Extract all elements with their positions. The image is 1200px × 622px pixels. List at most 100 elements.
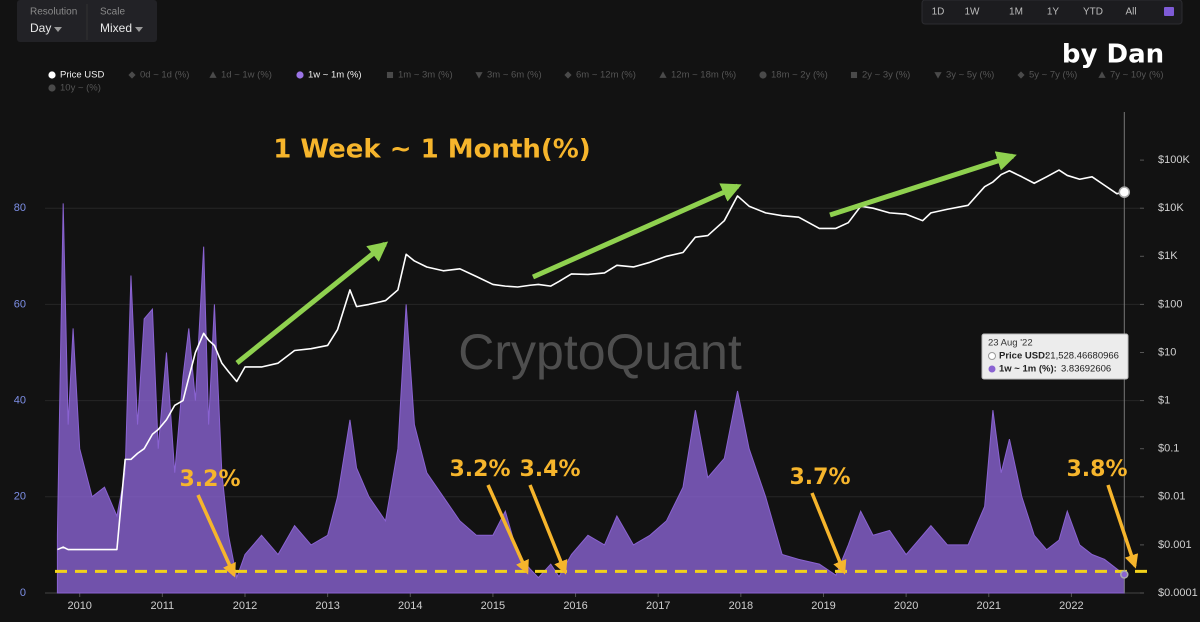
legend-marker [659, 71, 667, 78]
x-tick-label: 2014 [398, 600, 422, 612]
y2-tick-label: $1 [1158, 395, 1170, 407]
x-tick-label: 2016 [563, 600, 587, 612]
hover-point [1118, 186, 1131, 198]
x-tick-label: 2015 [481, 600, 505, 612]
watermark: CryptoQuant [458, 324, 742, 380]
annotation: 3.7% [789, 465, 850, 490]
range-button[interactable]: All [1125, 7, 1136, 18]
y-tick-label: 40 [14, 395, 26, 407]
annotation: 3.2% [449, 457, 510, 482]
legend-marker [209, 71, 217, 78]
x-tick-label: 2011 [151, 600, 175, 612]
x-tick-label: 2010 [67, 600, 91, 612]
legend-marker [934, 72, 942, 79]
x-tick-label: 2017 [646, 600, 670, 612]
x-tick-label: 2013 [315, 600, 339, 612]
y2-tick-label: $0.01 [1158, 491, 1186, 503]
legend-marker [759, 71, 767, 79]
hover-point [1120, 570, 1129, 579]
range-button[interactable]: 1W [965, 7, 981, 18]
legend-marker [386, 71, 394, 79]
legend-marker [128, 71, 136, 79]
range-button[interactable]: 1Y [1047, 7, 1060, 18]
legend-label[interactable]: 3y ~ 5y (%) [946, 70, 994, 81]
tooltip-date: 23 Aug '22 [988, 338, 1033, 349]
x-tick-label: 2022 [1059, 600, 1083, 612]
y2-tick-label: $10K [1158, 202, 1184, 214]
scale-label: Scale [100, 7, 125, 18]
trend-arrow [829, 151, 1017, 218]
legend-label[interactable]: 7y ~ 10y (%) [1110, 70, 1164, 81]
plot-area [45, 112, 1148, 597]
annotation: 3.8% [1066, 457, 1127, 482]
y2-tick-label: $1K [1158, 250, 1178, 262]
price-line [57, 169, 1125, 551]
tooltip-value: 21,528.46680966 [1045, 351, 1119, 362]
legend-marker [850, 71, 858, 79]
legend: Price USD 0d ~ 1d (%) 1d ~ 1w (%) 1w ~ 1m (… [48, 70, 1164, 94]
legend-label[interactable]: 12m ~ 18m (%) [671, 70, 736, 81]
x-tick-label: 2021 [977, 600, 1001, 612]
legend-label[interactable]: 1d ~ 1w (%) [221, 70, 272, 81]
annotation-arrow [486, 484, 529, 575]
tooltip-label: 1w ~ 1m (%): [999, 364, 1057, 375]
scale-select[interactable]: Mixed [100, 21, 132, 35]
legend-label[interactable]: Price USD [60, 70, 104, 81]
tooltip-swatch [988, 352, 996, 360]
annotation-arrow [196, 494, 236, 578]
legend-label[interactable]: 5y ~ 7y (%) [1029, 70, 1077, 81]
y2-tick-label: $100K [1158, 154, 1190, 166]
legend-marker [48, 84, 56, 92]
legend-label[interactable]: 18m ~ 2y (%) [771, 70, 828, 81]
trend-arrow [235, 241, 389, 365]
dropdown-caret [54, 27, 62, 32]
annotation-arrow [1106, 484, 1139, 569]
legend-marker [48, 71, 56, 79]
annotation: 3.4% [519, 457, 580, 482]
legend-label[interactable]: 0d ~ 1d (%) [140, 70, 189, 81]
legend-label[interactable]: 3m ~ 6m (%) [487, 70, 542, 81]
range-button[interactable]: YTD [1083, 7, 1103, 18]
resolution-label: Resolution [30, 7, 77, 18]
annotation-arrow [810, 492, 847, 575]
tooltip-label: Price USD: [999, 351, 1048, 362]
range-box [921, 0, 1183, 25]
y2-tick-label: $0.1 [1158, 443, 1179, 455]
legend-marker [564, 71, 572, 79]
annotation-arrow [528, 484, 568, 575]
y-tick-label: 60 [14, 298, 26, 310]
range-button[interactable]: 1D [932, 7, 945, 18]
legend-label[interactable]: 2y ~ 3y (%) [862, 70, 910, 81]
calendar-icon[interactable] [1164, 7, 1174, 16]
x-tick-label: 2019 [811, 600, 835, 612]
range-buttons: 1D 1W 1M 1Y YTD All [932, 7, 1137, 18]
y2-tick-label: $0.001 [1158, 539, 1192, 551]
range-button[interactable]: 1M [1009, 7, 1023, 18]
legend-label[interactable]: 6m ~ 12m (%) [576, 70, 636, 81]
y-tick-label: 0 [20, 587, 26, 599]
legend-marker [475, 72, 483, 79]
author: by Dan [1062, 40, 1164, 70]
chart-title: 1 Week ~ 1 Month(%) [273, 135, 590, 165]
tooltip: 23 Aug '22 Price USD: 21,528.46680966 1w… [981, 333, 1129, 380]
x-tick-label: 2012 [233, 600, 257, 612]
resolution-select[interactable]: Day [30, 21, 51, 35]
tooltip-box [981, 333, 1129, 380]
dropdown-caret [135, 27, 143, 32]
legend-label[interactable]: 1w ~ 1m (%) [308, 70, 362, 81]
y2-tick-label: $10 [1158, 346, 1176, 358]
trend-arrow [531, 183, 742, 280]
x-tick-label: 2020 [894, 600, 918, 612]
y-tick-label: 80 [14, 202, 26, 214]
annotation: 3.2% [179, 467, 240, 492]
legend-label[interactable]: 10y ~ (%) [60, 83, 101, 94]
y2-tick-label: $0.0001 [1158, 587, 1198, 599]
x-tick-label: 2018 [729, 600, 753, 612]
legend-label[interactable]: 1m ~ 3m (%) [398, 70, 453, 81]
tooltip-swatch [988, 365, 996, 373]
legend-marker [1098, 71, 1106, 78]
legend-marker [296, 71, 304, 79]
y2-tick-label: $100 [1158, 298, 1182, 310]
